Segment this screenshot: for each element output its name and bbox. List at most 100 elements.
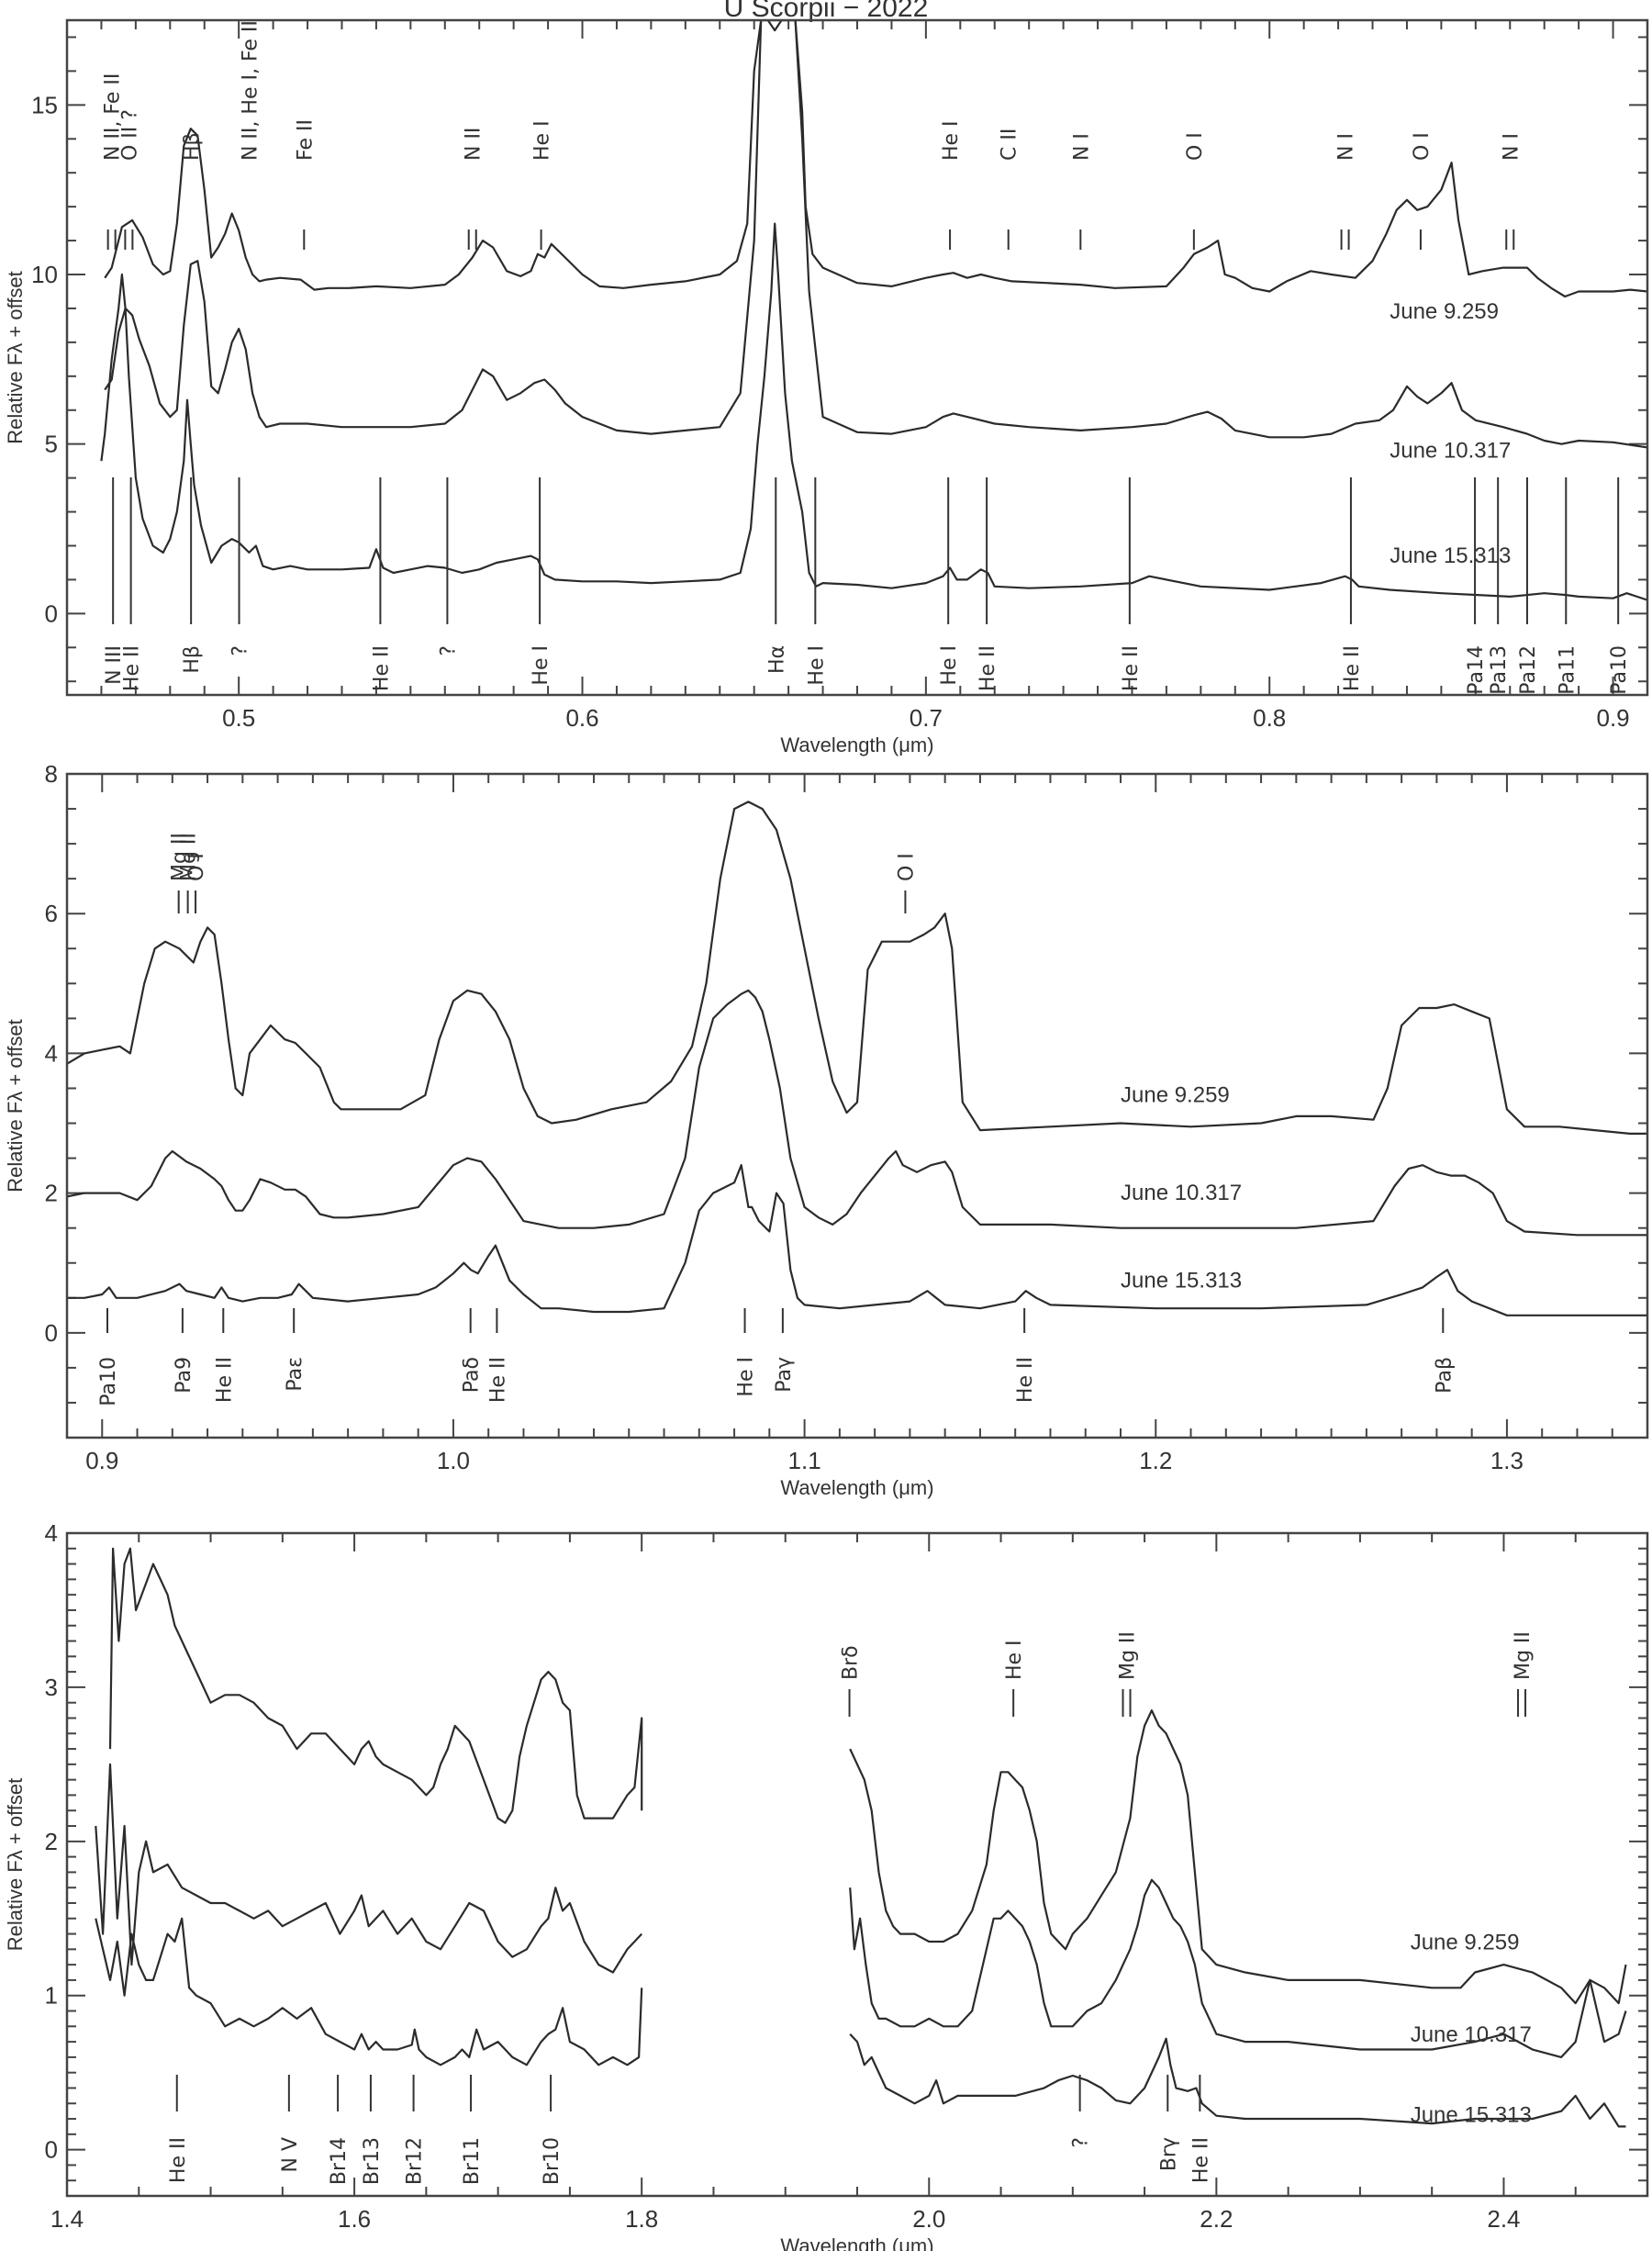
epoch-label: June 10.317 (1411, 2022, 1532, 2047)
line-id-label: Pa11 (1556, 645, 1579, 695)
line-id-label: Paε (284, 1357, 307, 1392)
spectrum-line (95, 1763, 1627, 2058)
line-id-label: ? (1070, 2137, 1093, 2148)
line-id-label: He II (1120, 645, 1143, 691)
y-tick-label: 3 (45, 1674, 58, 1701)
line-id-label: Brγ (1157, 2137, 1180, 2171)
y-tick-label: 4 (45, 1039, 58, 1067)
line-id-label: Pa13 (1488, 645, 1511, 695)
line-id-label: Br10 (541, 2137, 564, 2185)
x-tick-label: 1.3 (1490, 1447, 1524, 1474)
line-id-label: O I (1411, 132, 1434, 161)
line-id-label: N III (103, 645, 126, 685)
y-tick-label: 6 (45, 900, 58, 927)
epoch-label: June 9.259 (1121, 1083, 1230, 1108)
line-id-label: He II (370, 645, 393, 691)
x-tick-label: 1.8 (625, 2205, 658, 2233)
spectrum-line (104, 20, 1647, 449)
line-id-label: He II (167, 2137, 190, 2183)
line-id-label: He II (977, 645, 999, 691)
line-id-label: Mg II (1512, 1631, 1535, 1680)
line-id-label: C II (999, 129, 1021, 161)
epoch-label: June 10.317 (1390, 438, 1511, 463)
line-id-label: He I (735, 1357, 758, 1397)
line-id-label: Mg II (178, 833, 201, 881)
y-axis-label: Relative Fλ + offset (4, 271, 27, 444)
line-id-label: Mg II (1117, 1631, 1140, 1680)
epoch-label: June 15.313 (1411, 2102, 1532, 2127)
line-id-label: Pa14 (1465, 645, 1488, 695)
x-axis-label: Wavelength (μm) (780, 2234, 933, 2251)
line-id-label: Mg II (169, 833, 192, 881)
y-axis-label: Relative Fλ + offset (4, 1778, 27, 1952)
line-id-label: Paγ (773, 1357, 796, 1393)
y-tick-label: 8 (45, 760, 58, 788)
line-id-label: Pa10 (97, 1357, 120, 1406)
x-axis-label: Wavelength (μm) (780, 734, 933, 756)
plot-frame (65, 18, 1649, 697)
line-id-label: He II (121, 645, 144, 691)
plot-frame (65, 772, 1649, 1439)
line-id-label: He II (486, 1357, 509, 1403)
line-id-label: Hα (765, 645, 788, 674)
line-id-label: O II ? (118, 109, 141, 161)
x-tick-label: 0.9 (85, 1447, 118, 1474)
y-tick-label: 1 (45, 1982, 58, 2010)
line-id-label: Paδ (461, 1357, 484, 1393)
epoch-label: June 9.259 (1390, 299, 1499, 324)
line-id-label: N I (1335, 133, 1358, 161)
y-tick-label: 0 (45, 2136, 58, 2164)
line-id-label: Fe II (294, 119, 317, 161)
x-tick-label: 2.0 (912, 2205, 945, 2233)
x-tick-label: 1.1 (788, 1447, 821, 1474)
line-id-label: Hβ (181, 645, 204, 674)
line-id-label: Br12 (404, 2137, 427, 2185)
spectrum-line (108, 1547, 1627, 2005)
line-id-label: He I (938, 645, 961, 686)
epoch-label: June 15.313 (1390, 543, 1511, 568)
j-band-spectrum-panel: 0.9 1.0 1.1 1.2 1.3 0 2 4 6 8 Wavelength (μm) Relat… (4, 760, 1649, 1499)
line-id-label: O I (895, 853, 918, 881)
y-axis-label: Relative Fλ + offset (4, 1019, 27, 1193)
line-id-label: N II (463, 128, 486, 161)
optical-spectrum-panel: 0.5 0.6 0.7 0.8 0.9 0 5 10 15 Wavelength (μm) Rela… (4, 18, 1649, 756)
line-id-label: Brδ (840, 1645, 863, 1680)
line-id-label: He I (940, 120, 963, 161)
x-tick-label: 1.4 (50, 2205, 84, 2233)
line-id-label: Pa10 (1608, 645, 1631, 695)
line-id-label: N V (279, 2137, 302, 2173)
x-tick-label: 1.0 (437, 1447, 470, 1474)
line-id-label: N I (1500, 133, 1523, 161)
line-id-label: He I (531, 120, 554, 161)
line-id-label: ? (437, 645, 460, 656)
x-axis-label: Wavelength (μm) (780, 1476, 933, 1499)
line-id-label: O I (1184, 132, 1207, 161)
line-id-label: Paβ (1433, 1357, 1456, 1394)
line-id-label: Br14 (328, 2137, 351, 2185)
line-id-label: O I (185, 853, 208, 881)
epoch-label: June 15.313 (1121, 1268, 1242, 1293)
y-tick-label: 5 (45, 431, 58, 458)
x-tick-label: 0.9 (1596, 704, 1629, 732)
x-tick-label: 0.6 (565, 704, 598, 732)
x-tick-label: 2.2 (1200, 2205, 1233, 2233)
line-id-label: Br13 (361, 2137, 384, 2185)
x-tick-label: 1.6 (338, 2205, 371, 2233)
epoch-label: June 10.317 (1121, 1181, 1242, 1205)
spectrum-line (67, 801, 1647, 1135)
spectrum-line (104, 20, 1647, 298)
x-tick-label: 0.5 (222, 704, 255, 732)
x-tick-label: 0.7 (910, 704, 943, 732)
line-id-label: He II (1189, 2137, 1212, 2183)
line-id-label: He II (213, 1357, 236, 1403)
line-id-label: He I (530, 645, 553, 686)
y-tick-label: 0 (45, 599, 58, 627)
line-id-label: Pa9 (173, 1357, 195, 1394)
y-tick-label: 15 (31, 91, 58, 118)
y-tick-label: 2 (45, 1180, 58, 1207)
line-id-label: N I (1070, 133, 1093, 161)
x-tick-label: 1.2 (1139, 1447, 1172, 1474)
plot-frame (65, 1531, 1649, 2198)
y-tick-label: 2 (45, 1828, 58, 1855)
